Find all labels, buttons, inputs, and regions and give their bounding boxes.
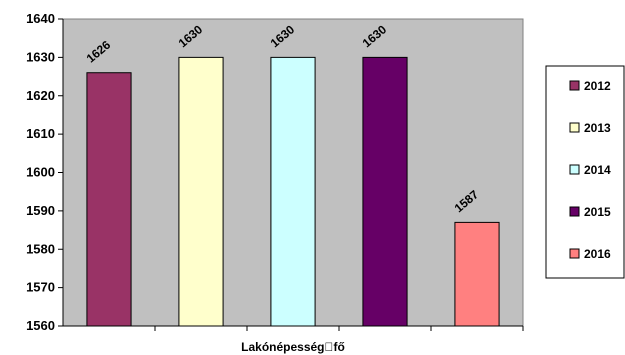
y-tick-label: 1640 xyxy=(26,11,55,26)
bar-2013 xyxy=(178,56,224,327)
y-axis: 1560 1570 1580 1590 1600 1610 1620 1630 1640 xyxy=(26,11,523,333)
legend-swatch-2013 xyxy=(569,122,580,133)
bar-2014 xyxy=(270,56,316,327)
y-tick-label: 1610 xyxy=(26,126,55,141)
bar-2015 xyxy=(362,56,408,327)
legend-swatch-2014 xyxy=(569,164,580,175)
y-tick-label: 1560 xyxy=(26,318,55,333)
legend-label-2015: 2015 xyxy=(584,205,611,219)
legend-label-2016: 2016 xyxy=(584,247,611,261)
y-tick-label: 1590 xyxy=(26,203,55,218)
legend-swatch-2016 xyxy=(569,248,580,259)
y-tick-label: 1630 xyxy=(26,49,55,64)
x-axis-label: Lakónépesség fő xyxy=(241,340,345,354)
legend-swatch-2012 xyxy=(569,80,580,91)
y-tick-label: 1600 xyxy=(26,165,55,180)
y-tick-label: 1580 xyxy=(26,241,55,256)
legend: 2012 2013 2014 2015 2016 xyxy=(545,65,625,279)
legend-label-2013: 2013 xyxy=(584,121,611,135)
legend-label-2014: 2014 xyxy=(584,163,611,177)
legend-label-2012: 2012 xyxy=(584,79,611,93)
y-tick-label: 1570 xyxy=(26,280,55,295)
legend-box xyxy=(545,65,625,279)
bars-group xyxy=(86,56,524,331)
y-tick-label: 1620 xyxy=(26,88,55,103)
legend-swatch-2015 xyxy=(569,206,580,217)
bar-2012 xyxy=(86,72,132,327)
bar-2016 xyxy=(454,221,500,327)
